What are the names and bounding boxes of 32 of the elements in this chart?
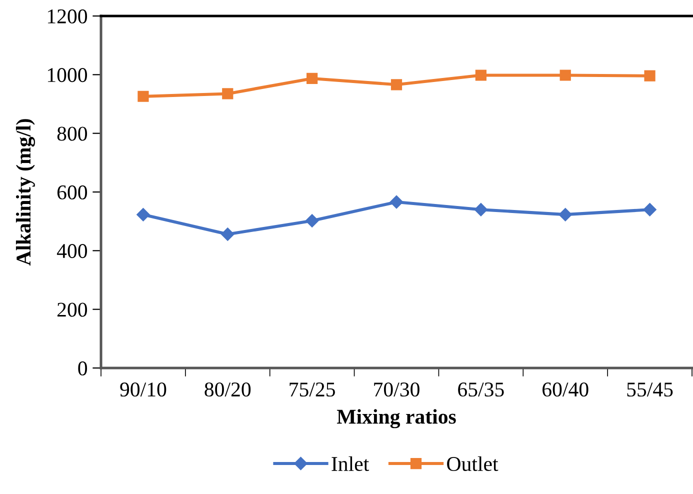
y-tick-label: 400 xyxy=(56,244,88,258)
x-tick-label: 80/20 xyxy=(204,382,251,397)
point xyxy=(560,70,571,81)
legend-label: Outlet xyxy=(447,456,498,472)
legend-label: Inlet xyxy=(332,456,370,472)
point xyxy=(474,203,488,216)
x-tick-label: 75/25 xyxy=(290,382,335,397)
y-axis-title: Alkalinity (mg/l) xyxy=(16,119,36,266)
x-tick-label: 65/35 xyxy=(458,382,504,397)
point xyxy=(222,88,234,100)
y-tick-label: 0 xyxy=(78,361,88,376)
point xyxy=(390,79,402,90)
point xyxy=(136,208,150,222)
point xyxy=(644,70,656,82)
x-tick-label: 55/45 xyxy=(627,382,673,397)
x-tick-label: 90/10 xyxy=(120,382,166,397)
point xyxy=(475,70,486,81)
y-tick-label: 1000 xyxy=(48,68,88,82)
y-tick-label: 1200 xyxy=(48,9,88,24)
point xyxy=(138,90,149,102)
y-tick-label: 600 xyxy=(57,185,88,200)
point xyxy=(558,208,572,222)
x-tick-label: 60/40 xyxy=(542,382,588,397)
point xyxy=(390,195,404,209)
x-tick-label: 70/30 xyxy=(374,382,420,397)
x-axis-title: Mixing ratios xyxy=(336,409,456,428)
y-tick-label: 800 xyxy=(57,126,88,141)
y-tick-label: 200 xyxy=(57,302,88,317)
point xyxy=(306,72,318,84)
point xyxy=(221,228,234,241)
point xyxy=(305,214,319,228)
point xyxy=(643,203,656,216)
